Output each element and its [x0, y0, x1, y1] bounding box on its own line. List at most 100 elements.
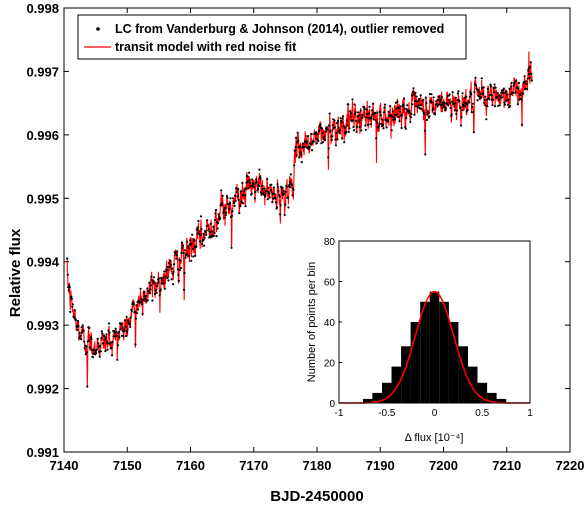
series-lightcurve-point [331, 135, 334, 138]
series-lightcurve-point [224, 214, 227, 217]
series-lightcurve-point [115, 334, 118, 337]
series-lightcurve-point [488, 98, 491, 101]
x-tick-label: 7150 [113, 458, 142, 473]
series-lightcurve-point [248, 179, 251, 182]
series-lightcurve-point [506, 103, 510, 106]
series-lightcurve-point [251, 178, 254, 181]
main-plot: 7140 7150 7160 7170 7180 7190 7200 7210 7220 0.99… [26, 1, 584, 473]
series-lightcurve-point [470, 93, 473, 96]
series-lightcurve-point [151, 299, 154, 302]
histogram-bar [429, 291, 440, 403]
series-lightcurve-point [294, 149, 297, 152]
series-lightcurve-point [336, 119, 340, 123]
series-lightcurve-point [202, 238, 205, 242]
series-lightcurve-point [503, 101, 506, 104]
series-lightcurve-point [172, 270, 175, 273]
series-lightcurve-point [84, 353, 87, 356]
series-lightcurve-point [522, 80, 526, 84]
series-lightcurve-point [123, 319, 127, 322]
series-lightcurve-point [375, 121, 378, 124]
series-lightcurve-point [247, 180, 250, 183]
series-lightcurve-point [424, 96, 427, 99]
series-lightcurve-point [210, 236, 213, 239]
series-lightcurve-point [83, 340, 86, 343]
series-lightcurve-point [460, 109, 464, 112]
series-lightcurve-point [307, 147, 310, 150]
series-lightcurve-point [288, 180, 291, 183]
series-lightcurve-point [125, 315, 128, 318]
series-lightcurve-point [299, 151, 302, 154]
series-lightcurve-point [276, 185, 280, 188]
series-lightcurve-point [405, 108, 408, 111]
series-lightcurve-point [352, 125, 355, 129]
series-lightcurve-point [135, 312, 138, 315]
series-lightcurve-point [278, 195, 281, 198]
series-lightcurve-point [73, 309, 76, 312]
series-lightcurve-point [267, 186, 270, 189]
series-lightcurve-point [361, 114, 364, 117]
histogram-bar [362, 398, 373, 403]
series-lightcurve-point [318, 129, 321, 132]
inset-y-tick-label: 0 [329, 399, 335, 410]
histogram-bar [410, 322, 421, 403]
series-lightcurve-point [466, 103, 469, 106]
series-lightcurve-point [383, 103, 387, 106]
series-lightcurve-point [432, 96, 435, 99]
series-lightcurve-point [283, 192, 286, 195]
series-lightcurve-point [284, 203, 287, 206]
series-lightcurve-point [420, 107, 423, 110]
series-lightcurve-point [83, 347, 86, 350]
series-lightcurve-point [410, 113, 413, 116]
series-lightcurve-point [374, 119, 377, 122]
series-lightcurve-point [255, 178, 258, 181]
series-lightcurve-point [190, 259, 193, 262]
series-lightcurve-point [368, 105, 371, 108]
y-tick-label: 0.996 [26, 128, 59, 143]
series-lightcurve-point [419, 94, 422, 97]
series-lightcurve-point [111, 354, 114, 357]
series-lightcurve-point [263, 187, 266, 190]
series-lightcurve-point [404, 127, 407, 130]
series-lightcurve-point [390, 113, 393, 116]
series-lightcurve-point [391, 115, 394, 118]
series-lightcurve-point [498, 104, 501, 107]
series-lightcurve-point [496, 96, 499, 99]
series-lightcurve-point [357, 120, 360, 123]
series-lightcurve-point [235, 191, 238, 194]
series-lightcurve-point [328, 112, 331, 115]
series-lightcurve-point [139, 287, 142, 290]
series-lightcurve-point [172, 283, 175, 286]
series-lightcurve-point [158, 294, 161, 297]
series-lightcurve-point [506, 93, 509, 96]
histogram-bar [391, 366, 402, 403]
series-lightcurve-point [468, 101, 471, 104]
series-lightcurve-point [293, 164, 296, 167]
series-lightcurve-point [356, 115, 359, 118]
series-lightcurve-point [182, 251, 185, 255]
series-lightcurve-point [393, 117, 396, 121]
series-lightcurve-point [398, 110, 402, 113]
series-lightcurve-point [276, 183, 279, 186]
series-lightcurve-point [527, 69, 530, 72]
series-lightcurve-point [159, 288, 162, 291]
series-lightcurve-point [315, 142, 318, 145]
series-lightcurve-point [526, 77, 529, 80]
series-lightcurve-point [186, 240, 189, 243]
series-lightcurve-point [343, 141, 346, 144]
series-lightcurve-point [352, 129, 356, 132]
series-lightcurve-point [153, 282, 156, 285]
series-lightcurve-point [314, 137, 317, 140]
series-lightcurve-point [340, 121, 343, 124]
series-lightcurve-point [387, 110, 390, 113]
inset-histogram: -1 -0.5 0 0.5 1 0 20 40 60 80 Number of points pe… [306, 237, 533, 444]
series-lightcurve-point [272, 186, 275, 189]
series-lightcurve-point [427, 111, 430, 114]
series-lightcurve-point [502, 87, 505, 90]
series-lightcurve-point [292, 188, 295, 191]
series-lightcurve-point [157, 280, 160, 283]
series-lightcurve-point [243, 194, 247, 197]
series-lightcurve-point [339, 117, 342, 120]
series-lightcurve-point [326, 126, 329, 129]
series-lightcurve-point [499, 94, 502, 97]
series-lightcurve-point [215, 235, 218, 238]
